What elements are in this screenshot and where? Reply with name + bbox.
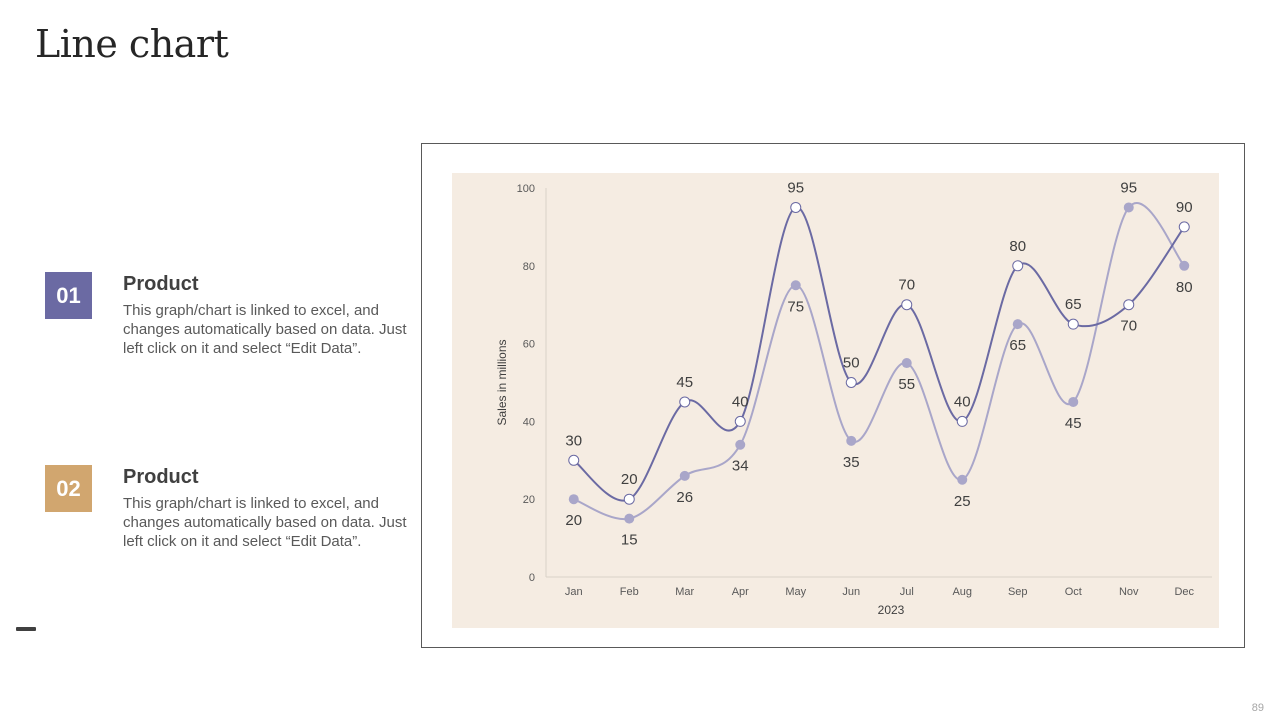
data-point	[790, 201, 802, 213]
data-point	[1067, 318, 1079, 330]
x-tick-label: Dec	[1174, 586, 1194, 598]
data-label: 80	[1176, 279, 1193, 296]
data-label: 26	[676, 489, 693, 506]
data-label: 70	[1120, 318, 1137, 335]
data-point	[624, 513, 635, 524]
data-label: 35	[843, 454, 860, 471]
y-tick-label: 60	[523, 339, 535, 351]
data-point	[1068, 396, 1079, 407]
page-title: Line chart	[35, 22, 229, 66]
data-point	[846, 435, 857, 446]
item-number-badge: 01	[45, 272, 92, 319]
legend-item-01: 01 Product This graph/chart is linked to…	[45, 272, 425, 372]
data-label: 40	[732, 393, 749, 410]
item-number-badge: 02	[45, 465, 92, 512]
y-tick-label: 40	[523, 416, 535, 428]
data-label: 95	[787, 179, 804, 196]
data-label: 75	[787, 298, 804, 315]
data-point	[1012, 260, 1024, 272]
data-point	[845, 377, 857, 388]
y-tick-label: 0	[529, 572, 535, 584]
data-point	[901, 299, 913, 311]
legend-item-02: 02 Product This graph/chart is linked to…	[45, 465, 425, 565]
item-heading: Product	[123, 466, 199, 488]
data-label: 15	[621, 532, 638, 549]
data-label: 20	[565, 512, 582, 529]
data-label: 55	[898, 376, 915, 393]
data-point	[956, 415, 968, 427]
data-label: 45	[676, 374, 693, 391]
data-label: 34	[732, 458, 749, 475]
x-tick-label: Jul	[900, 586, 914, 598]
data-point	[957, 474, 968, 485]
chart-background	[452, 173, 1219, 628]
data-label: 65	[1065, 296, 1082, 313]
item-description: This graph/chart is linked to excel, and…	[123, 302, 407, 357]
x-tick-label: Jun	[842, 586, 860, 598]
data-label: 90	[1176, 199, 1193, 216]
data-label: 40	[954, 393, 971, 410]
chart-frame[interactable]: 0 20 40 60 80 100 Jan Feb Mar Apr May Jun Jul Aug Sep O…	[421, 143, 1245, 648]
y-tick-label: 100	[517, 183, 535, 195]
data-label: 45	[1065, 415, 1082, 432]
y-tick-label: 20	[523, 494, 535, 506]
x-tick-label: May	[785, 586, 806, 598]
data-point	[568, 454, 580, 466]
data-label: 30	[565, 432, 582, 449]
data-label: 50	[843, 355, 860, 372]
x-tick-label: Mar	[675, 586, 694, 598]
data-point	[790, 280, 801, 291]
data-point	[1123, 299, 1135, 311]
x-tick-label: Aug	[952, 586, 972, 598]
data-point	[901, 358, 912, 369]
data-label: 65	[1009, 337, 1026, 354]
page-number: 89	[1251, 702, 1264, 714]
x-tick-label: Jan	[565, 586, 583, 598]
x-tick-label: Nov	[1119, 586, 1139, 598]
y-tick-label: 80	[523, 261, 535, 273]
y-axis-title: Sales in millions	[495, 339, 509, 425]
data-label: 70	[898, 277, 915, 294]
slide-marker	[16, 627, 36, 631]
data-label: 25	[954, 493, 971, 510]
data-point	[568, 494, 579, 505]
data-label: 20	[621, 471, 638, 488]
item-heading: Product	[123, 273, 199, 295]
x-tick-label: Sep	[1008, 586, 1028, 598]
data-point	[679, 396, 691, 408]
data-point	[1012, 319, 1023, 330]
data-point	[1123, 202, 1134, 213]
data-point	[735, 439, 746, 450]
data-point	[679, 470, 690, 481]
item-description: This graph/chart is linked to excel, and…	[123, 495, 407, 550]
x-tick-label: Apr	[732, 586, 749, 598]
x-axis-title: 2023	[878, 603, 905, 617]
data-label: 95	[1120, 179, 1137, 196]
line-chart[interactable]: 0 20 40 60 80 100 Jan Feb Mar Apr May Jun Jul Aug Sep O…	[422, 144, 1244, 647]
data-point	[1178, 221, 1190, 233]
data-point	[1179, 260, 1190, 271]
x-tick-label: Oct	[1065, 586, 1082, 598]
x-tick-label: Feb	[620, 586, 639, 598]
data-point	[734, 415, 746, 427]
data-point	[623, 493, 635, 505]
data-label: 80	[1009, 238, 1026, 255]
